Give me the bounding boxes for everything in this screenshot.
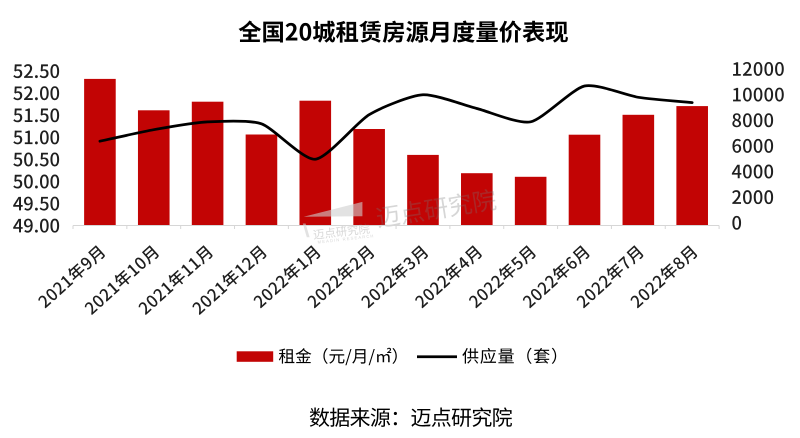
svg-text:MEADIN RESEARCH: MEADIN RESEARCH (317, 233, 374, 244)
